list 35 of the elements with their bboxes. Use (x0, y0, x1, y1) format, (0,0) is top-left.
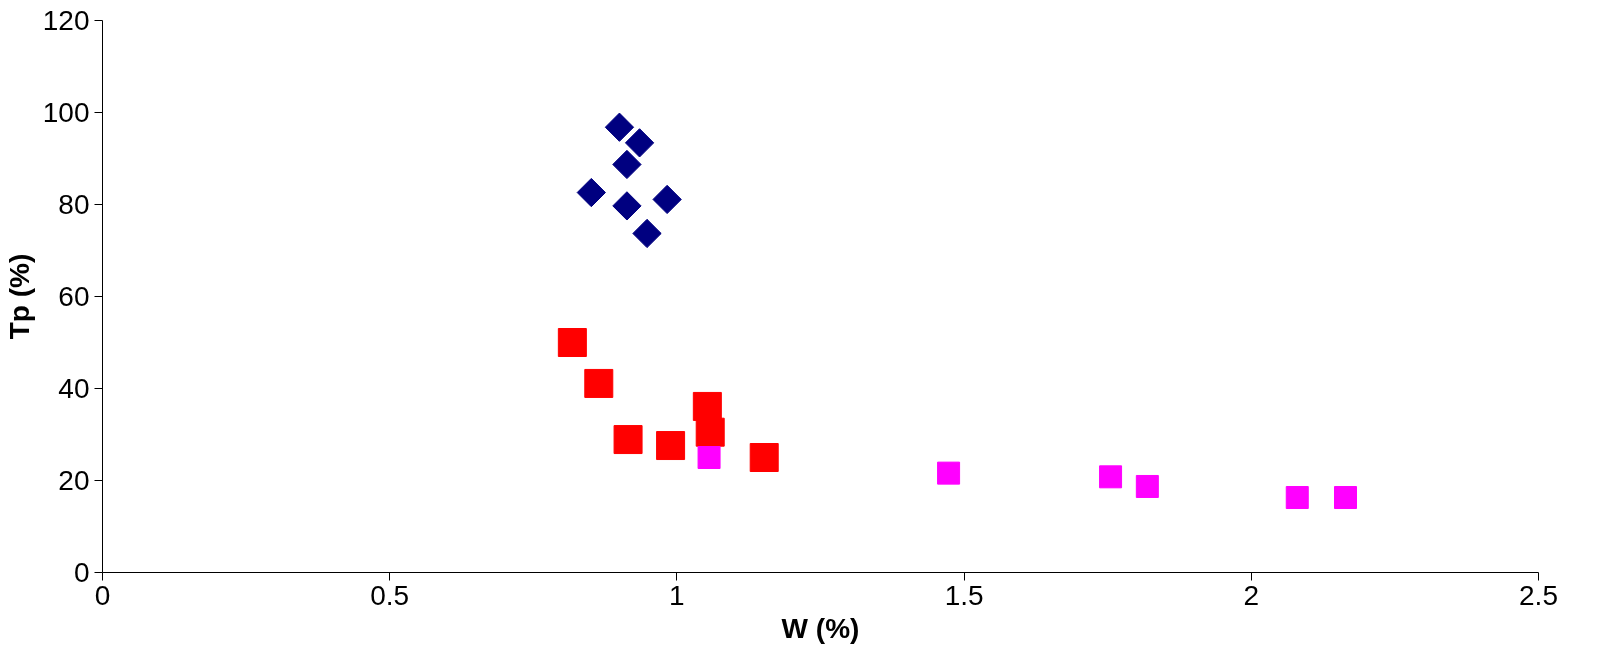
point (612, 191, 642, 221)
y-tick-label: 120 (42, 5, 90, 36)
point (656, 431, 686, 461)
point (1285, 486, 1309, 510)
point (624, 128, 655, 158)
y-tick-label: 100 (42, 97, 90, 128)
y-tick-label: 80 (58, 189, 90, 220)
point (632, 218, 662, 249)
x-tick-label: 1.5 (944, 579, 984, 611)
point (937, 461, 961, 485)
point (557, 328, 587, 357)
point (584, 368, 614, 398)
y-tick-label: 60 (58, 281, 90, 312)
point (604, 112, 635, 142)
point (613, 425, 643, 455)
point (1099, 465, 1123, 489)
y-tick-label: 0 (73, 557, 90, 588)
x-axis-title: W (%) (781, 612, 860, 644)
point (697, 446, 721, 469)
point (612, 149, 642, 180)
x-tick-label: 0 (94, 579, 111, 611)
point (749, 443, 779, 472)
x-tick-label: 2 (1243, 579, 1260, 611)
point (1334, 486, 1357, 510)
y-axis-title: Tp (%) (3, 253, 35, 340)
x-tick-label: 0.5 (370, 579, 410, 611)
y-tick-label: 40 (58, 373, 90, 404)
y-tick-label: 20 (58, 465, 90, 496)
point (576, 177, 606, 208)
point (692, 391, 722, 421)
point (695, 417, 725, 447)
point (1135, 474, 1159, 498)
x-tick-label: 2.5 (1519, 579, 1558, 611)
x-tick-label: 1 (669, 579, 685, 611)
point (652, 184, 682, 215)
